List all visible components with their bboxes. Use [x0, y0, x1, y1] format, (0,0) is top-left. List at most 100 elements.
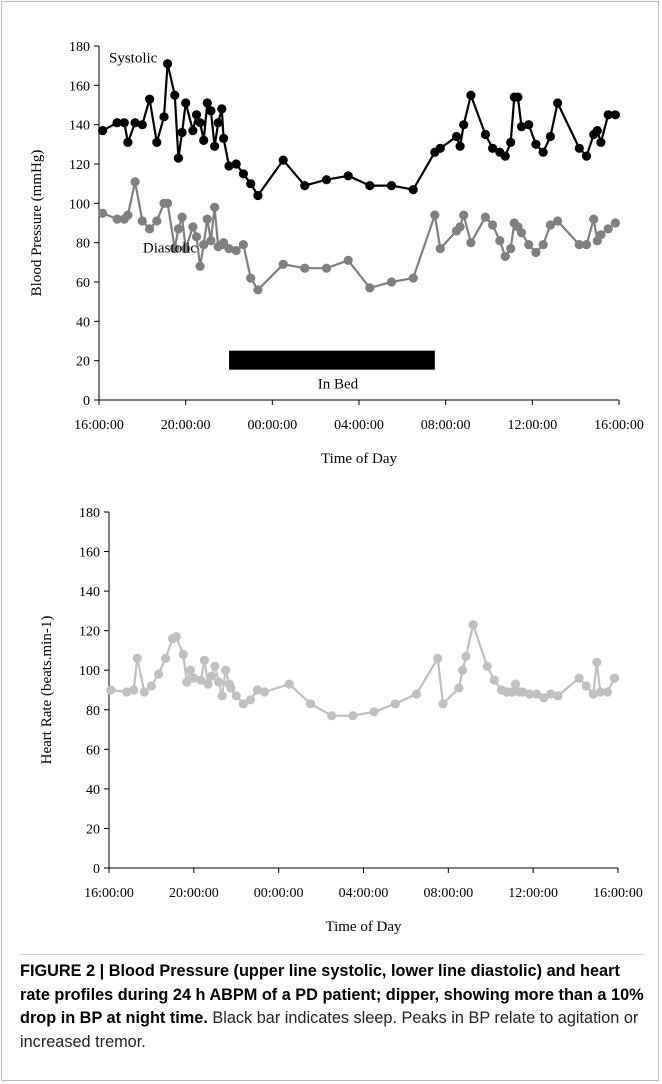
data-point	[139, 687, 149, 697]
data-point	[603, 224, 613, 234]
data-point	[146, 681, 156, 691]
data-point	[539, 693, 549, 703]
data-point	[189, 673, 199, 683]
caption-divider	[20, 954, 644, 955]
data-point	[466, 90, 476, 100]
data-point	[581, 681, 591, 691]
data-point	[430, 210, 440, 220]
data-point	[246, 273, 256, 283]
data-point	[195, 261, 205, 271]
data-point	[438, 699, 448, 709]
x-tick-label: 20:00:00	[169, 886, 219, 901]
x-axis-title: Time of Day	[321, 451, 398, 467]
y-tick-label: 80	[86, 704, 100, 719]
figure-charts: 0 20 40 60 80 100 120 140 160 180 16:00:00 20:00:00…	[29, 40, 644, 935]
data-point	[455, 141, 465, 151]
data-point	[188, 222, 198, 232]
data-point	[173, 224, 183, 234]
data-point	[132, 653, 142, 664]
data-point	[553, 691, 563, 701]
in-bed-bar	[229, 350, 435, 370]
data-point	[122, 687, 132, 697]
data-point	[224, 161, 234, 171]
data-point	[433, 653, 443, 664]
y-tick-label: 0	[93, 862, 100, 877]
data-point	[461, 651, 471, 662]
x-tick-label: 04:00:00	[339, 886, 389, 901]
data-point	[246, 179, 256, 189]
data-point	[457, 665, 468, 675]
data-point	[219, 238, 229, 248]
x-tick-label: 12:00:00	[507, 418, 557, 433]
data-point	[596, 137, 606, 147]
y-tick-label: 160	[79, 546, 100, 561]
y-tick-label: 120	[69, 158, 90, 173]
data-point	[178, 649, 188, 660]
data-point	[480, 129, 490, 140]
data-point	[435, 244, 445, 254]
data-point	[408, 185, 418, 195]
data-point	[171, 632, 181, 642]
data-point	[489, 675, 499, 685]
data-point	[513, 92, 523, 102]
data-point	[468, 620, 478, 630]
data-point	[98, 126, 108, 136]
data-point	[595, 687, 605, 697]
data-point	[480, 212, 490, 222]
data-point	[553, 98, 563, 108]
data-point	[238, 240, 248, 250]
x-tick-label: 16:00:00	[84, 886, 134, 901]
data-point	[252, 685, 263, 695]
data-point	[206, 236, 216, 246]
data-point	[217, 691, 227, 701]
data-point	[181, 98, 191, 108]
x-tick-label: 16:00:00	[594, 418, 644, 433]
data-point	[524, 120, 534, 130]
data-point	[202, 98, 212, 108]
data-point	[210, 141, 220, 151]
data-point	[506, 244, 516, 254]
data-point	[545, 220, 556, 230]
data-point	[119, 118, 129, 128]
data-point	[278, 155, 288, 165]
data-point	[581, 240, 592, 250]
y-tick-label: 120	[79, 625, 100, 640]
y-tick-label: 100	[79, 664, 100, 679]
data-point	[195, 118, 205, 128]
data-point	[181, 244, 191, 254]
data-point	[588, 689, 598, 699]
data-point	[553, 216, 563, 226]
y-tick-label: 140	[69, 119, 90, 134]
blood-pressure-chart: 0 20 40 60 80 100 120 140 160 180 16:00:00 20:00:00…	[29, 40, 644, 467]
data-point	[532, 689, 542, 699]
data-point	[602, 687, 613, 697]
data-point	[581, 151, 592, 161]
data-point	[206, 106, 216, 116]
data-point	[123, 210, 133, 220]
data-point	[538, 240, 548, 250]
data-point	[574, 673, 584, 683]
data-point	[238, 699, 248, 709]
data-point	[217, 104, 227, 114]
data-point	[159, 112, 169, 122]
data-point	[524, 240, 534, 250]
data-point	[482, 661, 492, 671]
data-point	[219, 133, 229, 143]
data-point	[495, 236, 505, 246]
x-tick-label: 20:00:00	[161, 418, 211, 433]
heart-rate-chart: 0 20 40 60 80 100 120 140 160 180 16:00:00 20:00:00…	[39, 506, 643, 935]
data-point	[459, 120, 469, 130]
data-point	[259, 687, 270, 697]
diastolic-label: Diastolic	[143, 241, 197, 257]
data-point	[592, 657, 602, 667]
data-point	[321, 175, 332, 185]
caption-normal-text: Black bar indicates sleep. Peaks in BP r…	[20, 1009, 639, 1051]
x-axis-title: Time of Day	[325, 919, 402, 935]
data-point	[203, 679, 213, 689]
y-tick-label: 140	[79, 585, 100, 600]
series-line-diastolic	[102, 180, 617, 291]
data-point	[545, 131, 556, 142]
y-tick-label: 180	[79, 506, 100, 521]
data-point	[500, 151, 510, 161]
